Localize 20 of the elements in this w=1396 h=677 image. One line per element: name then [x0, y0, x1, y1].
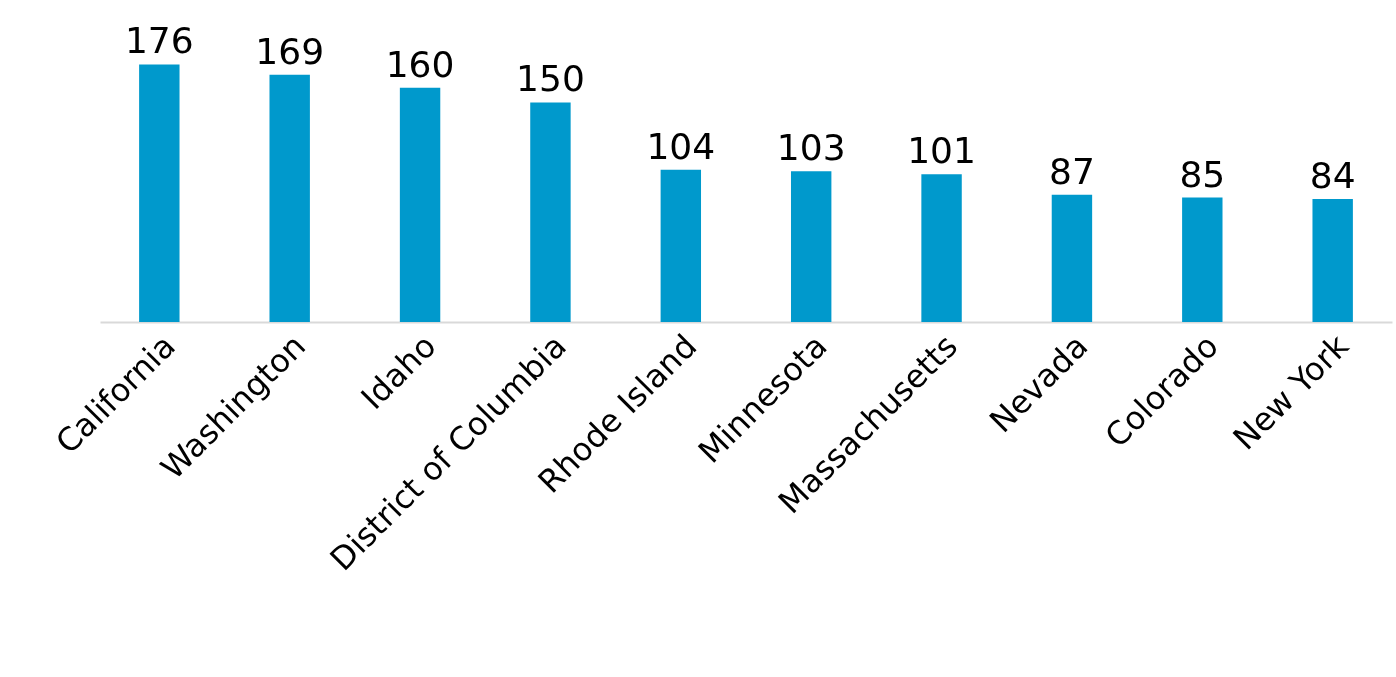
data-label: 84	[1309, 155, 1356, 197]
data-label: 104	[646, 125, 716, 167]
bar	[1312, 199, 1353, 322]
data-label: 103	[776, 127, 846, 169]
bar	[1182, 197, 1223, 322]
bar	[269, 74, 310, 322]
data-label: 101	[907, 130, 976, 172]
bar	[399, 87, 441, 322]
bar	[790, 171, 832, 322]
bar	[530, 102, 571, 322]
data-label: 85	[1179, 153, 1226, 195]
data-label: 160	[385, 43, 455, 85]
data-label: 169	[255, 30, 325, 72]
data-label: 150	[516, 58, 585, 100]
data-label: 176	[124, 20, 194, 62]
bar	[1051, 194, 1093, 322]
bar	[921, 174, 962, 322]
bar	[660, 169, 702, 322]
bar	[139, 64, 180, 322]
data-label: 87	[1049, 150, 1095, 192]
